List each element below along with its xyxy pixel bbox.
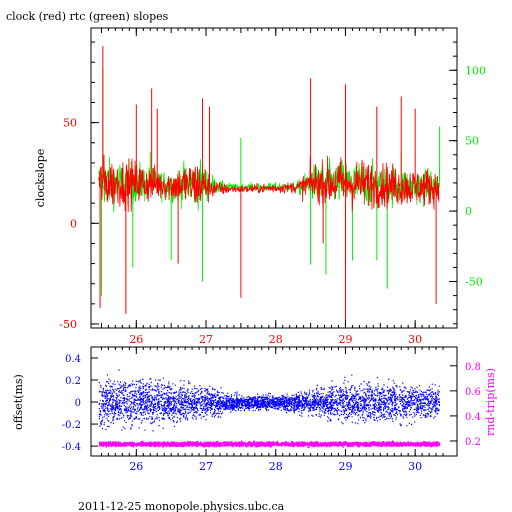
offset-x-tick-label: 27 bbox=[199, 460, 213, 473]
offset-y-tick-label: 0.4 bbox=[65, 354, 81, 365]
offset-series-group bbox=[98, 369, 441, 449]
slopes-series-group bbox=[98, 46, 441, 320]
rndtrip-points bbox=[98, 440, 441, 449]
slopes-x-tick-label: 28 bbox=[269, 333, 283, 346]
slopes-x-tick-label: 29 bbox=[338, 333, 352, 346]
rndtrip-y-tick-label: 0.4 bbox=[465, 412, 481, 423]
slopes-x-tick-label: 26 bbox=[129, 333, 143, 346]
slopes-x-tick-label: 30 bbox=[408, 333, 422, 346]
slopes-y-tick-label: 50 bbox=[63, 117, 77, 130]
clock-trace bbox=[98, 154, 440, 213]
offset-x-tick-label: 26 bbox=[129, 460, 143, 473]
slopes-plot-frame bbox=[90, 27, 458, 329]
slopes-x-tick-label: 27 bbox=[199, 333, 213, 346]
offset-ticks-group: 26 27 28 29 30 0.4 0.2 0 -0.2 -0.4 0.8 0.6 0.4 0.2 bbox=[62, 347, 481, 473]
offset-x-tick-label: 30 bbox=[408, 460, 422, 473]
offset-panel: 26 27 28 29 30 0.4 0.2 0 -0.2 -0.4 0.8 0.6 0.4 0.2 of… bbox=[12, 346, 497, 473]
offset-y-axis-label: offset(ms) bbox=[12, 374, 25, 430]
footer-date-host: 2011-12-25 monopole.physics.ubc.ca bbox=[78, 500, 285, 512]
offset-y-tick-label: 0 bbox=[75, 398, 81, 409]
slopes-y2-tick-label: 0 bbox=[465, 205, 472, 218]
offset-y-tick-label: -0.4 bbox=[62, 442, 81, 453]
offset-plot-frame bbox=[90, 346, 458, 457]
slopes-y2-tick-label: 100 bbox=[465, 64, 486, 77]
rndtrip-y-axis-label: rnd-trip(ms) bbox=[484, 368, 497, 436]
slopes-y-axis-label: clockslope bbox=[34, 149, 47, 207]
offset-y-tick-label: 0.2 bbox=[65, 376, 81, 387]
offset-x-tick-label: 29 bbox=[338, 460, 352, 473]
offset-x-tick-label: 28 bbox=[269, 460, 283, 473]
rndtrip-y-tick-label: 0.6 bbox=[465, 387, 481, 398]
slopes-panel: 26 27 28 29 30 50 0 -50 100 50 0 -50 clockslope bbox=[34, 27, 486, 346]
chart-title: clock (red) rtc (green) slopes bbox=[6, 10, 169, 23]
rndtrip-y-tick-label: 0.2 bbox=[465, 437, 481, 448]
slopes-y2-tick-label: -50 bbox=[465, 276, 483, 289]
offset-points bbox=[98, 369, 441, 432]
rndtrip-y-tick-label: 0.8 bbox=[465, 362, 481, 373]
slopes-y2-tick-label: 50 bbox=[465, 135, 479, 148]
slopes-y-tick-label: -50 bbox=[59, 318, 77, 331]
slopes-y-tick-label: 0 bbox=[70, 217, 77, 230]
offset-y-tick-label: -0.2 bbox=[62, 420, 81, 431]
slopes-ticks-group: 26 27 28 29 30 50 0 -50 100 50 0 -50 bbox=[59, 27, 486, 346]
